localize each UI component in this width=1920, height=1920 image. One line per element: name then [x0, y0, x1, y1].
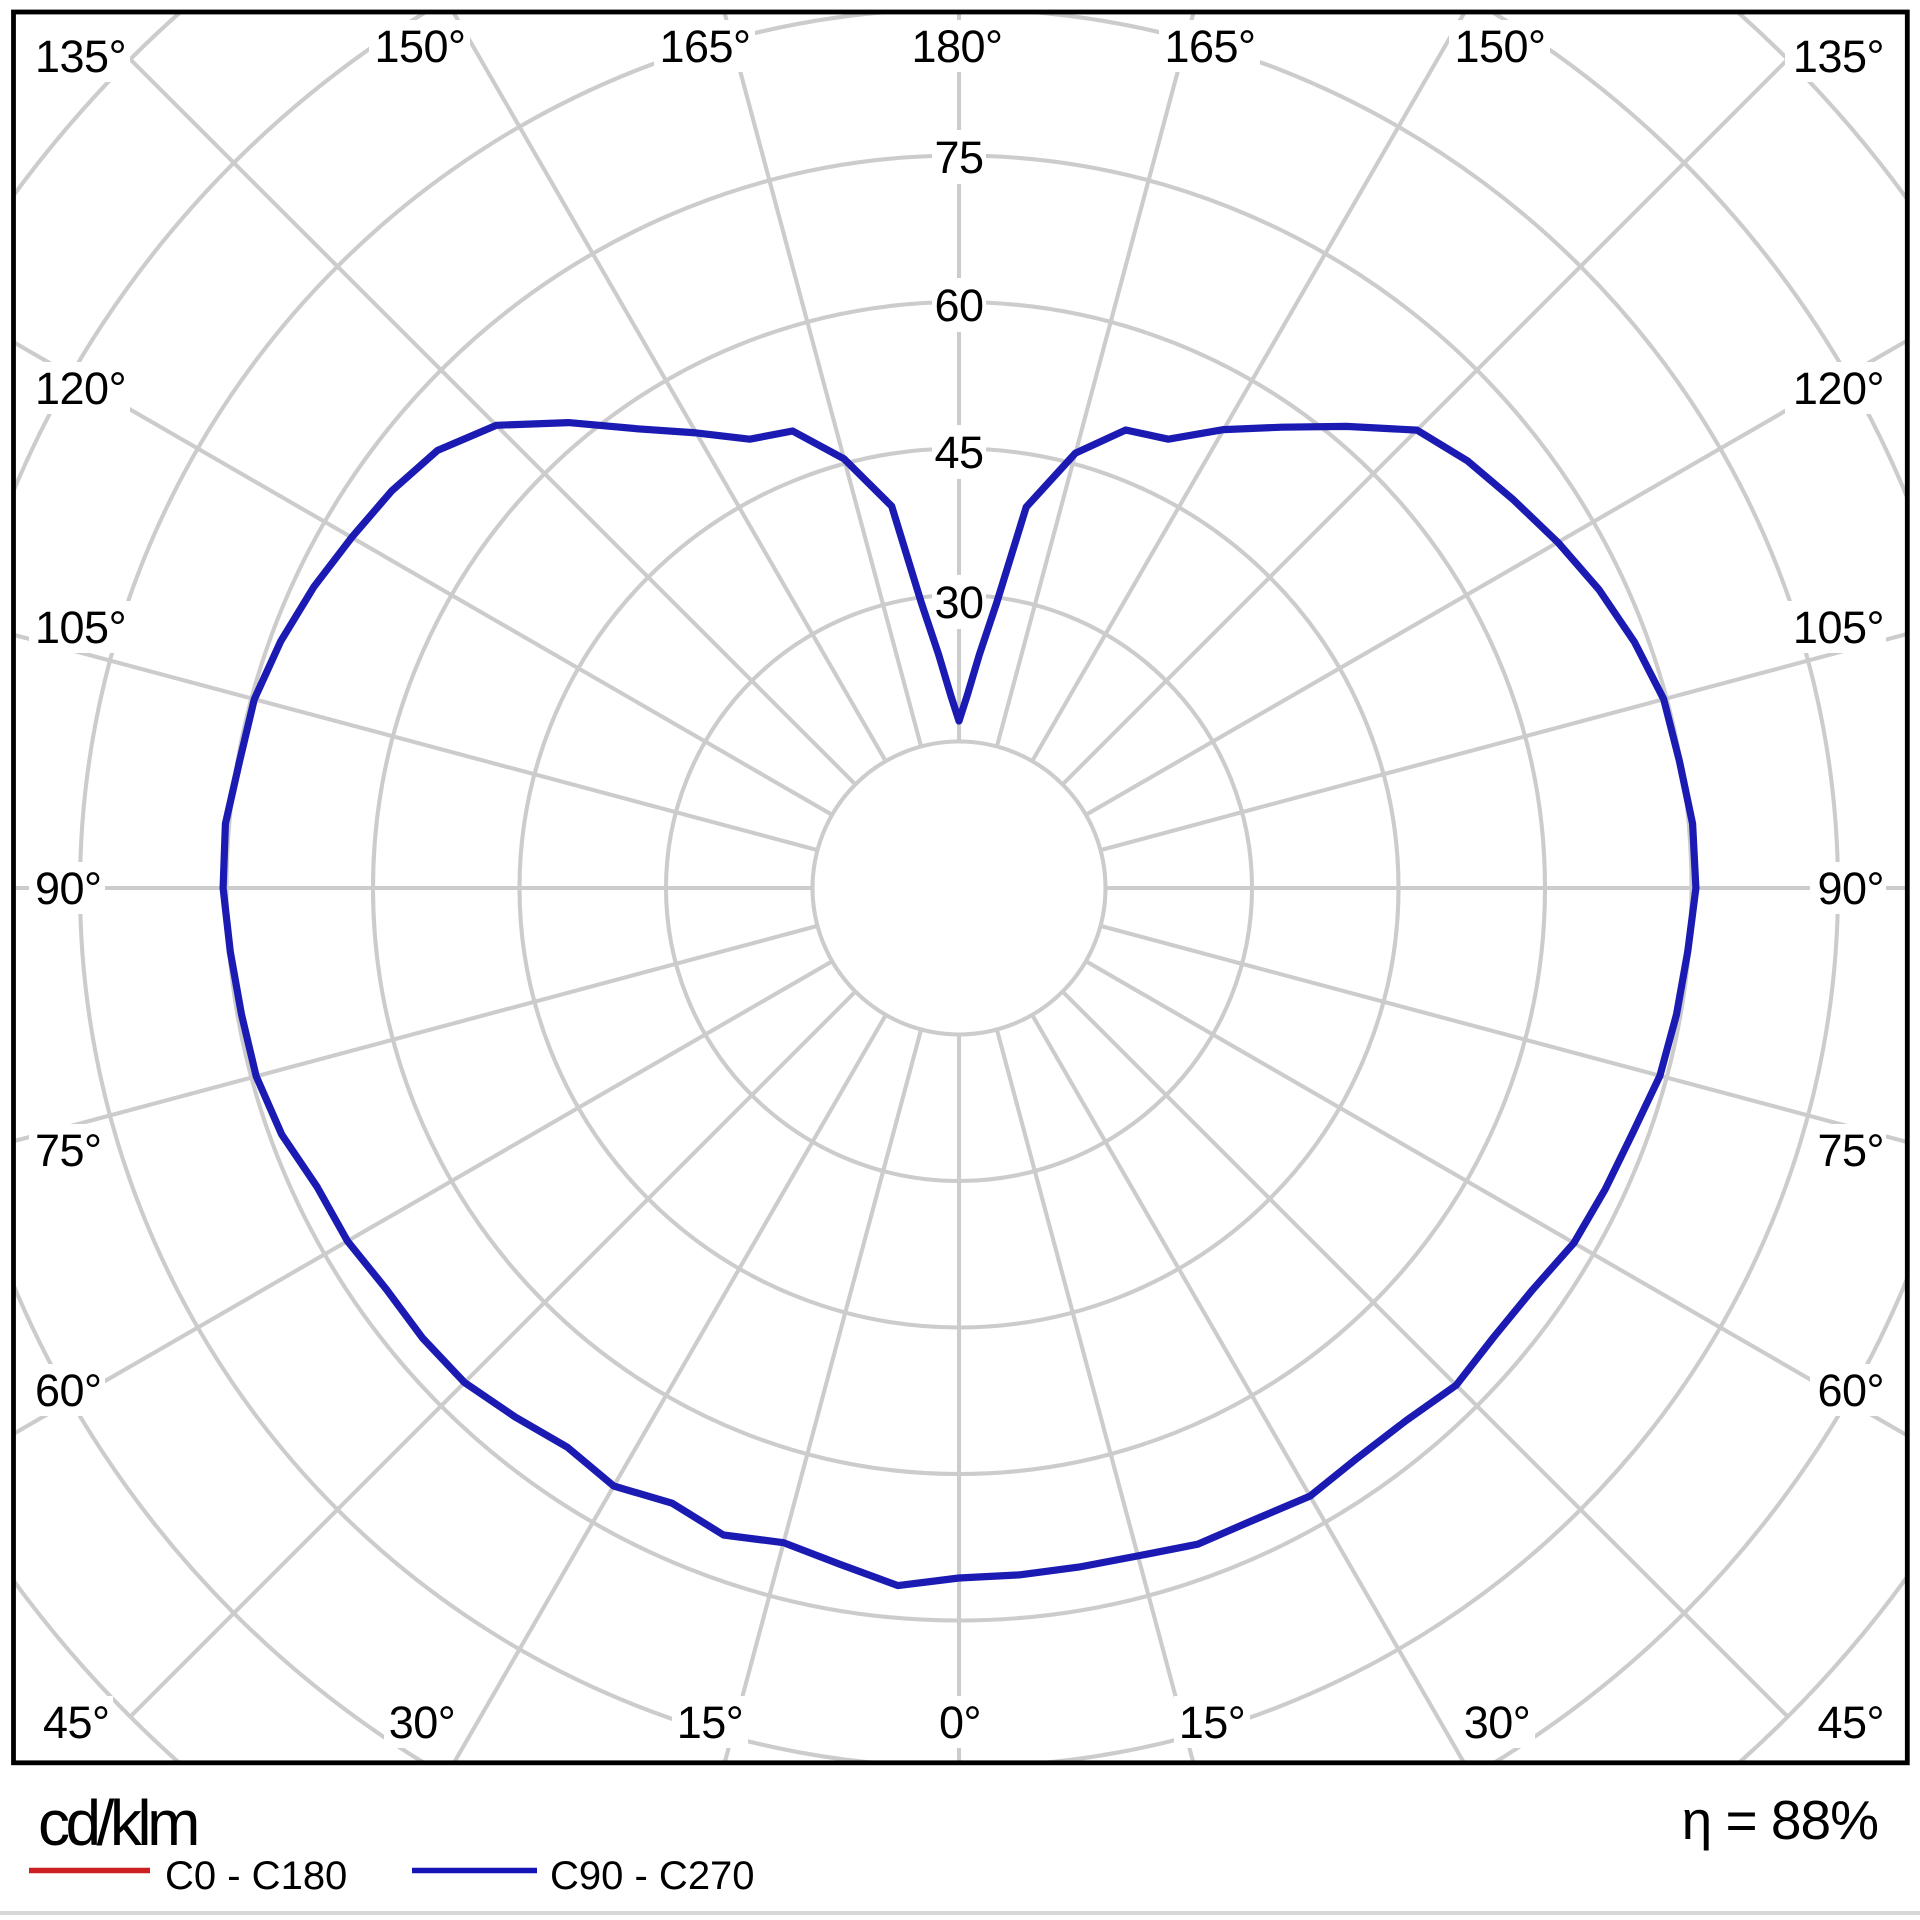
svg-text:60°: 60°	[1817, 1365, 1884, 1416]
svg-text:60: 60	[934, 280, 983, 331]
svg-text:180°: 180°	[911, 21, 1002, 72]
svg-text:90°: 90°	[35, 863, 102, 914]
svg-text:60°: 60°	[35, 1365, 102, 1416]
svg-text:15°: 15°	[1179, 1697, 1246, 1748]
svg-text:105°: 105°	[1793, 602, 1884, 653]
svg-text:0°: 0°	[939, 1697, 981, 1748]
svg-text:75: 75	[934, 132, 983, 183]
svg-text:η = 88%: η = 88%	[1682, 1789, 1878, 1851]
svg-text:30: 30	[934, 577, 983, 628]
svg-text:C0 - C180: C0 - C180	[165, 1854, 347, 1898]
svg-text:120°: 120°	[1793, 363, 1884, 414]
svg-text:cd/klm: cd/klm	[38, 1787, 197, 1859]
svg-text:15°: 15°	[677, 1697, 744, 1748]
svg-text:150°: 150°	[374, 21, 465, 72]
svg-text:75°: 75°	[35, 1125, 102, 1176]
svg-text:30°: 30°	[389, 1697, 456, 1748]
svg-text:45°: 45°	[1817, 1697, 1884, 1748]
svg-text:135°: 135°	[35, 31, 126, 82]
svg-text:105°: 105°	[35, 602, 126, 653]
svg-text:150°: 150°	[1454, 21, 1545, 72]
svg-text:90°: 90°	[1817, 863, 1884, 914]
svg-text:135°: 135°	[1793, 31, 1884, 82]
svg-text:75°: 75°	[1817, 1125, 1884, 1176]
svg-text:165°: 165°	[1164, 21, 1255, 72]
svg-text:45°: 45°	[43, 1697, 110, 1748]
svg-text:165°: 165°	[659, 21, 750, 72]
svg-text:C90 - C270: C90 - C270	[550, 1854, 755, 1898]
svg-text:45: 45	[934, 427, 983, 478]
svg-text:30°: 30°	[1464, 1697, 1531, 1748]
svg-text:120°: 120°	[35, 363, 126, 414]
